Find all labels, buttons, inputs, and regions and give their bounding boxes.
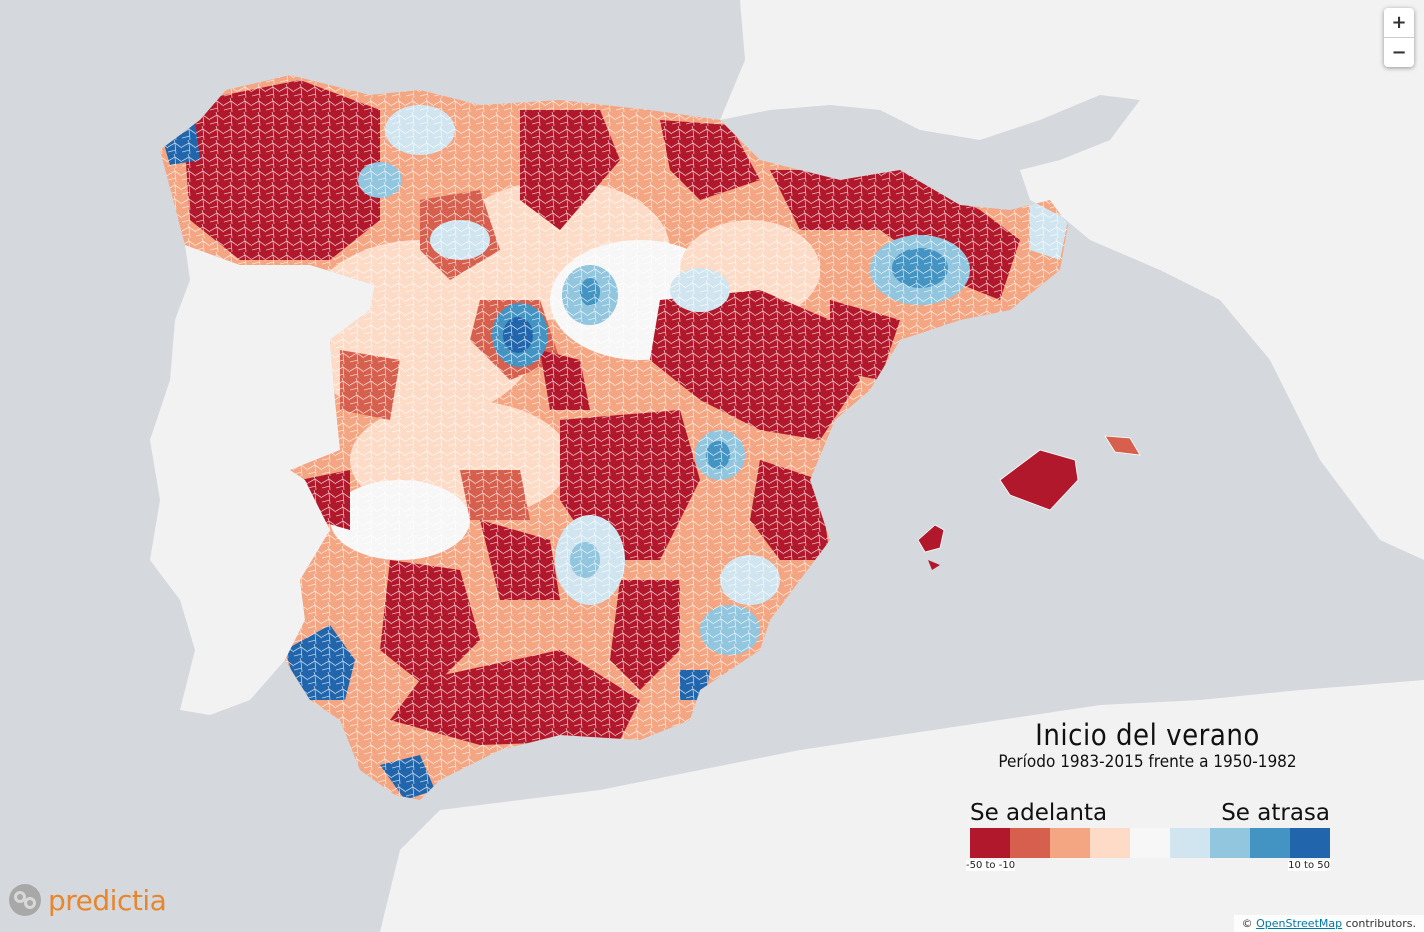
legend-subtitle: Período 1983-2015 frente a 1950-1982 (998, 752, 1297, 772)
legend-swatch-8 (1250, 828, 1290, 858)
legend-title: Inicio del verano (1035, 718, 1260, 752)
legend-swatch-2 (1010, 828, 1050, 858)
france-land (720, 0, 1424, 560)
legend-swatch-1 (970, 828, 1010, 858)
menorca[interactable] (1104, 435, 1141, 456)
legend-min-range: -50 to -10 (966, 860, 1016, 871)
predictia-logo-text: predictia (48, 883, 167, 917)
legend-swatch-4 (1090, 828, 1130, 858)
portugal-land (150, 245, 375, 715)
legend: Se adelanta Se atrasa -50 to -10 10 to 5… (966, 800, 1334, 876)
openstreetmap-link[interactable]: OpenStreetMap (1256, 917, 1343, 930)
africa-land (380, 680, 1424, 932)
corsica-land (1385, 290, 1424, 420)
legend-swatch-5 (1130, 828, 1170, 858)
legend-right-label: Se atrasa (1221, 800, 1330, 826)
attribution-prefix: © (1241, 917, 1257, 930)
legend-left-label: Se adelanta (970, 800, 1108, 826)
zoom-out-button[interactable]: − (1384, 37, 1414, 67)
mallorca[interactable] (999, 449, 1079, 511)
ibiza[interactable] (917, 524, 945, 553)
legend-swatch-6 (1170, 828, 1210, 858)
legend-heading: Inicio del verano Período 1983-2015 fren… (960, 718, 1335, 772)
predictia-logo-icon (9, 884, 41, 916)
predictia-logo[interactable]: predictia (8, 882, 167, 918)
zoom-control: + − (1384, 8, 1414, 67)
legend-swatch-3 (1050, 828, 1090, 858)
formentera[interactable] (928, 560, 940, 570)
map-attribution: © OpenStreetMap contributors. (1233, 915, 1424, 932)
attribution-suffix: contributors. (1342, 917, 1416, 930)
legend-swatch-9 (1290, 828, 1330, 858)
legend-swatches (970, 828, 1330, 858)
legend-max-range: 10 to 50 (1288, 860, 1330, 871)
zoom-in-button[interactable]: + (1391, 12, 1407, 33)
legend-swatch-7 (1210, 828, 1250, 858)
